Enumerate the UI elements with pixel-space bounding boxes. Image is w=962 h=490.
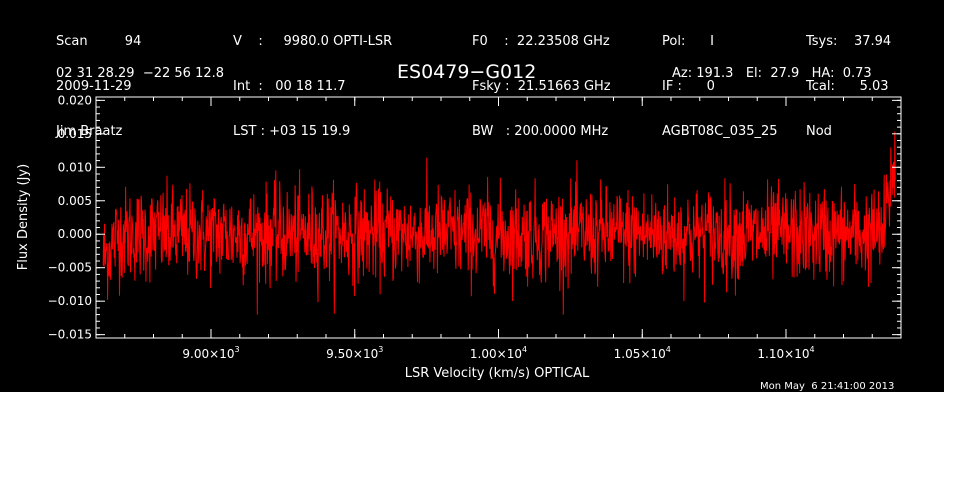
procedure: Nod xyxy=(806,124,832,139)
header-col5: Tsys: 37.94 Tcal: 5.03 Nod xyxy=(806,4,891,154)
integration-time: Int : 00 18 11.7 xyxy=(233,79,346,94)
y-tick-label: −0.015 xyxy=(48,328,92,342)
header-col3: F0 : 22.23508 GHz Fsky : 21.51663 GHz BW… xyxy=(472,4,611,154)
x-tick-label: 9.00×103 xyxy=(182,345,239,361)
y-tick-label: 0.010 xyxy=(58,160,92,174)
rest-frequency: F0 : 22.23508 GHz xyxy=(472,34,610,49)
y-axis-label: Flux Density (Jy) xyxy=(16,164,31,270)
scan-number: Scan 94 xyxy=(56,34,142,49)
spectrum-chart: −0.015 −0.010 −0.005 0.000 0.005 0.010 0.015 0.… xyxy=(16,93,902,381)
spectrum-trace-layer xyxy=(102,131,896,315)
project-id: AGBT08C_035_25 xyxy=(662,124,778,139)
observer-name: Jim Braatz xyxy=(56,124,123,139)
y-tick-label: −0.005 xyxy=(48,261,92,275)
y-tick-label: 0.005 xyxy=(58,194,92,208)
x-tick-label: 1.05×104 xyxy=(614,345,671,361)
polarization: Pol: I xyxy=(662,34,714,49)
x-axis-label: LSR Velocity (km/s) OPTICAL xyxy=(405,366,590,381)
bandwidth: BW : 200.0000 MHz xyxy=(472,124,609,139)
y-tick-label: 0.020 xyxy=(58,93,92,107)
observation-date: 2009-11-29 xyxy=(56,79,132,94)
y-tick-label: 0.000 xyxy=(58,227,92,241)
if-number: IF : 0 xyxy=(662,79,715,94)
plot-panel xyxy=(0,0,944,392)
source-name: ES0479−G012 xyxy=(397,61,537,83)
header-col1: Scan 94 2009-11-29 Jim Braatz xyxy=(56,4,141,154)
x-tick-label: 9.50×103 xyxy=(326,345,383,361)
spectrum-trace xyxy=(102,131,896,315)
source-coordinates: 02 31 28.29 −22 56 12.8 xyxy=(56,66,225,81)
tsys: Tsys: 37.94 xyxy=(806,34,892,49)
x-tick-label: 1.00×104 xyxy=(470,345,527,361)
lst-info: LST : +03 15 19.9 xyxy=(233,124,351,139)
axis-ticks: −0.015 −0.010 −0.005 0.000 0.005 0.010 0.015 0.… xyxy=(48,93,902,361)
sky-frequency: Fsky : 21.51663 GHz xyxy=(472,79,611,94)
velocity-info: V : 9980.0 OPTI-LSR xyxy=(233,34,393,49)
header-col4: Pol: I IF : 0 AGBT08C_035_25 xyxy=(662,4,778,154)
header-col2: V : 9980.0 OPTI-LSR Int : 00 18 11.7 LST… xyxy=(233,4,392,154)
y-tick-label: 0.015 xyxy=(58,127,92,141)
tcal: Tcal: 5.03 xyxy=(806,79,889,94)
y-tick-label: −0.010 xyxy=(48,294,92,308)
pointing-info: Az: 191.3 El: 27.9 HA: 0.73 xyxy=(672,66,872,81)
timestamp: Mon May 6 21:41:00 2013 xyxy=(760,381,895,392)
x-tick-label: 1.10×104 xyxy=(757,345,814,361)
